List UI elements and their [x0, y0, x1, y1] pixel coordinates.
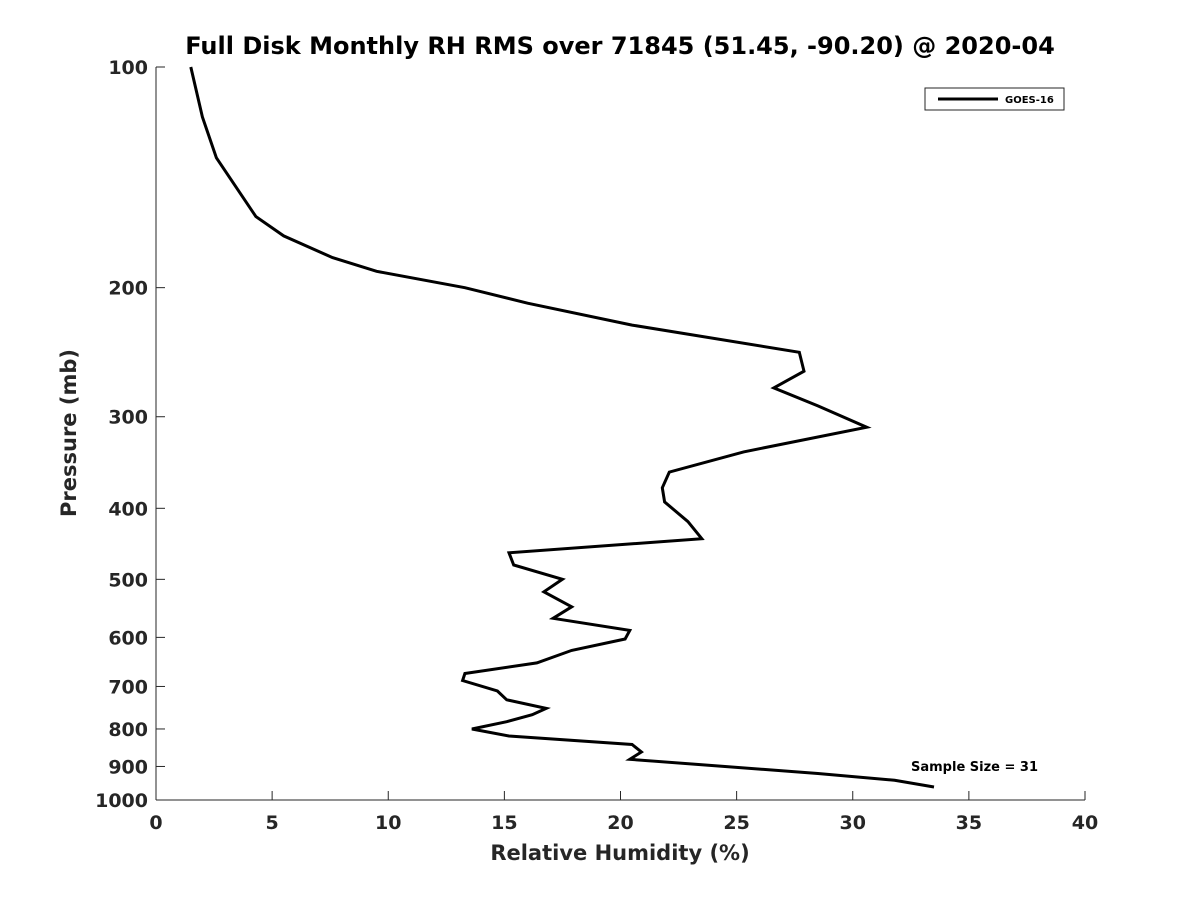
y-tick-label: 800	[108, 719, 148, 741]
y-tick-label: 1000	[95, 790, 148, 812]
series-layer	[189, 66, 935, 789]
x-tick-label: 30	[840, 812, 866, 834]
y-axis-label: Pressure (mb)	[57, 349, 81, 517]
x-tick-label: 20	[607, 812, 633, 834]
y-tick-label: 300	[108, 407, 148, 429]
x-tick-label: 15	[491, 812, 517, 834]
y-tick-label: 100	[108, 57, 148, 79]
x-tick-label: 35	[956, 812, 982, 834]
legend: GOES-16	[924, 87, 1065, 111]
x-axis-label: Relative Humidity (%)	[490, 841, 749, 865]
y-tick-label: 600	[108, 627, 148, 649]
series-line-goes-16	[189, 66, 935, 789]
x-tick-label: 10	[375, 812, 401, 834]
x-tick-label: 40	[1072, 812, 1098, 834]
x-ticks: 0 5 10 15 20 25 30 35 40	[149, 791, 1098, 834]
y-tick-label: 200	[108, 278, 148, 300]
y-ticks: 100 200 300 400 500 600 700 800 900 1000	[95, 57, 165, 812]
sample-size-annotation: Sample Size = 31	[911, 760, 1038, 775]
y-tick-label: 400	[108, 498, 148, 520]
chart-title: Full Disk Monthly RH RMS over 71845 (51.…	[185, 32, 1055, 60]
x-tick-label: 5	[266, 812, 279, 834]
x-tick-label: 0	[149, 812, 162, 834]
y-tick-label: 700	[108, 676, 148, 698]
legend-entry-goes-16: GOES-16	[1005, 95, 1054, 106]
y-tick-label: 500	[108, 569, 148, 591]
x-tick-label: 25	[723, 812, 749, 834]
y-tick-label: 900	[108, 756, 148, 778]
